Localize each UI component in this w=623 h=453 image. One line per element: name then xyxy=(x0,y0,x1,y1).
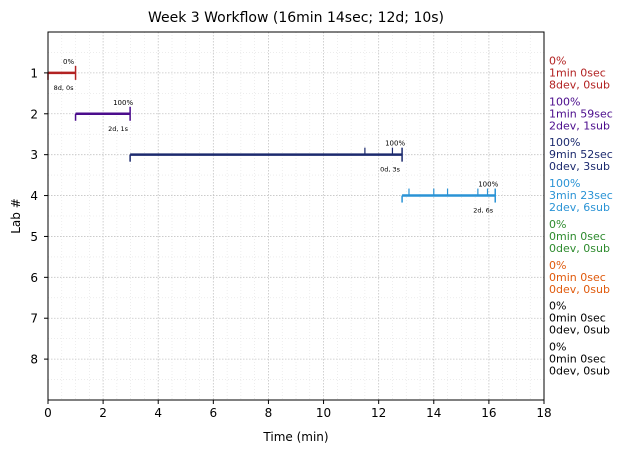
x-tick-label: 10 xyxy=(316,406,331,420)
lab-4-bar-percent: 100% xyxy=(478,181,498,189)
lab-2-summary-line: 100% xyxy=(549,95,580,108)
lab-8-summary-line: 0dev, 0sub xyxy=(549,365,610,378)
lab-3-summary-line: 100% xyxy=(549,136,580,149)
x-tick-label: 6 xyxy=(210,406,218,420)
x-tick-label: 12 xyxy=(371,406,386,420)
lab-1-summary-line: 1min 0sec xyxy=(549,66,606,79)
lab-bars: 0% 8d, 0s 100% 2d, 1s 100% 0d, 3s 100% 2d, 6s xyxy=(47,58,499,215)
y-tick-label: 8 xyxy=(30,353,38,367)
lab-3-summary-line: 0dev, 3sub xyxy=(549,160,610,173)
x-tick-label: 8 xyxy=(265,406,273,420)
lab-2-summary-line: 1min 59sec xyxy=(549,107,613,120)
lab-7-summary-line: 0dev, 0sub xyxy=(549,324,610,337)
lab-3-bar-percent: 100% xyxy=(385,140,405,148)
x-tick-label: 14 xyxy=(426,406,441,420)
lab-3-summary-line: 9min 52sec xyxy=(549,148,613,161)
y-tick-label: 1 xyxy=(30,66,38,80)
y-tick-label: 3 xyxy=(30,148,38,162)
lab-3-bar-note: 0d, 3s xyxy=(380,166,401,174)
lab-8-summary-line: 0% xyxy=(549,341,566,354)
chart-title: Week 3 Workflow (16min 14sec; 12d; 10s) xyxy=(148,10,444,26)
x-tick-label: 0 xyxy=(44,406,52,420)
lab-1-summary-line: 0% xyxy=(549,54,566,67)
x-tick-label: 4 xyxy=(154,406,162,420)
lab-7-summary-line: 0min 0sec xyxy=(549,312,606,325)
lab-1-summary-line: 8dev, 0sub xyxy=(549,78,610,91)
lab-5-summary-line: 0min 0sec xyxy=(549,230,606,243)
lab-6-summary-line: 0dev, 0sub xyxy=(549,283,610,296)
lab-6-summary-line: 0% xyxy=(549,259,566,272)
x-tick-label: 2 xyxy=(99,406,107,420)
grid-lines xyxy=(48,32,544,400)
plot-frame xyxy=(47,31,545,401)
y-tick-label: 5 xyxy=(30,230,38,244)
y-tick-label: 2 xyxy=(30,107,38,121)
x-tick-label: 16 xyxy=(481,406,496,420)
y-tick-label: 6 xyxy=(30,271,38,285)
lab-7-summary-line: 0% xyxy=(549,300,566,313)
y-axis: 1 2 3 4 5 6 7 8 xyxy=(30,66,48,367)
lab-4-summary-line: 3min 23sec xyxy=(549,189,613,202)
lab-2-summary-line: 2dev, 1sub xyxy=(549,119,610,132)
lab-2-bar-percent: 100% xyxy=(113,99,133,107)
lab-1-bar-percent: 0% xyxy=(63,58,74,66)
x-axis-label: Time (min) xyxy=(262,430,328,444)
lab-8-summary-line: 0min 0sec xyxy=(549,353,606,366)
lab-5-summary-line: 0dev, 0sub xyxy=(549,242,610,255)
lab-4-summary-line: 100% xyxy=(549,177,580,190)
x-tick-label: 18 xyxy=(536,406,551,420)
y-axis-label: Lab # xyxy=(9,198,23,234)
lab-5-summary-line: 0% xyxy=(549,218,566,231)
y-tick-label: 7 xyxy=(30,312,38,326)
lab-1-bar-note: 8d, 0s xyxy=(54,84,75,92)
lab-4-bar-note: 2d, 6s xyxy=(473,207,494,215)
lab-4-summary-line: 2dev, 6sub xyxy=(549,201,610,214)
lab-6-summary-line: 0min 0sec xyxy=(549,271,606,284)
y-tick-label: 4 xyxy=(30,189,38,203)
x-axis: 0 2 4 6 8 10 12 14 16 18 xyxy=(44,400,552,420)
lab-2-bar-note: 2d, 1s xyxy=(108,125,129,133)
